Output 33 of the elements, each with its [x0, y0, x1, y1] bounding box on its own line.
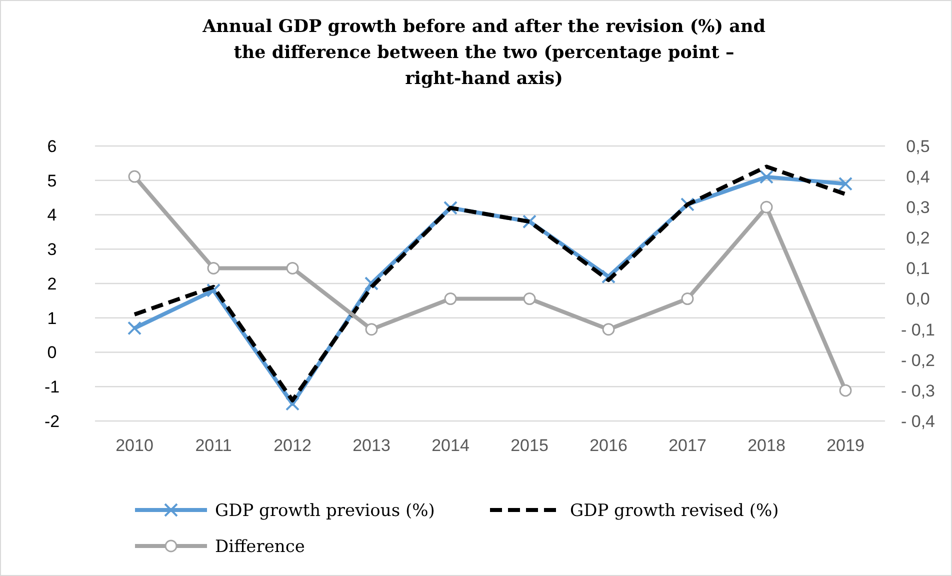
y-tick-label: 0 — [47, 343, 57, 362]
x-tick-label: 2018 — [748, 436, 786, 455]
y-tick-label: -2 — [44, 412, 60, 431]
x-tick-label: 2015 — [510, 436, 548, 455]
y-tick-label: -1 — [44, 378, 60, 397]
y-tick-label: 2 — [47, 274, 57, 294]
y2-tick-label: 0,4 — [906, 168, 930, 187]
y2-tick-label: - 0,3 — [900, 381, 936, 400]
y2-tick-label: - 0,1 — [900, 320, 936, 340]
legend-label: GDP growth previous (%) — [215, 500, 435, 521]
y2-tick-label: 0,3 — [906, 198, 930, 218]
y2-tick-label: - 0,2 — [900, 350, 936, 370]
y2-tick-label: 0,1 — [906, 259, 930, 278]
x-tick-label: 2011 — [195, 436, 232, 455]
y2-tick-label: - 0,4 — [900, 412, 936, 431]
x-tick-label: 2010 — [116, 436, 154, 455]
y-tick-label: 3 — [47, 240, 57, 260]
y-tick-label: 1 — [47, 308, 57, 328]
y-tick-label: 4 — [47, 206, 57, 225]
legend-label: Difference — [215, 536, 305, 557]
x-tick-label: 2013 — [352, 436, 390, 455]
x-tick-label: 2019 — [826, 436, 864, 455]
legend-label: GDP growth revised (%) — [570, 500, 779, 521]
y2-tick-label: 0,0 — [906, 290, 930, 309]
chart-title: Annual GDP growth before and after the revision (%) and the difference between the two (percentage point – right-hand axis) — [202, 17, 766, 89]
x-tick-label: 2016 — [590, 436, 628, 455]
y2-tick-label: 0,2 — [906, 228, 930, 248]
x-tick-label: 2012 — [274, 436, 312, 455]
x-tick-label: 2014 — [432, 436, 470, 455]
y-tick-label: 5 — [47, 171, 57, 190]
y2-tick-label: 0,5 — [906, 136, 930, 156]
x-tick-label: 2017 — [668, 436, 706, 455]
y-tick-label: 6 — [47, 136, 57, 156]
